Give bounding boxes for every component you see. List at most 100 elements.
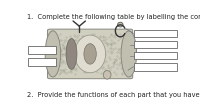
Point [66, 71, 69, 73]
Point [120, 42, 123, 44]
Point [79, 43, 82, 45]
Point [110, 44, 113, 46]
Point [74, 39, 78, 41]
Point [105, 42, 108, 44]
Point [93, 50, 96, 52]
Point [108, 67, 111, 69]
Point [75, 60, 78, 62]
Point [81, 53, 84, 55]
Point [122, 49, 126, 51]
Point [78, 54, 81, 56]
Point [95, 71, 98, 73]
Point [109, 39, 112, 41]
Point [81, 40, 84, 42]
Point [74, 39, 77, 41]
Point [104, 54, 107, 56]
Point [76, 34, 79, 36]
Point [103, 70, 106, 72]
Ellipse shape [121, 31, 137, 77]
Point [68, 35, 72, 37]
Point [93, 58, 96, 60]
Point [70, 68, 74, 70]
Point [71, 45, 74, 46]
Point [107, 44, 110, 45]
Point [107, 50, 110, 52]
Point [55, 54, 58, 56]
Point [59, 49, 62, 51]
Point [94, 65, 97, 67]
Point [110, 43, 113, 45]
Point [115, 58, 118, 60]
Point [101, 50, 104, 52]
Point [82, 70, 85, 72]
Point [84, 58, 87, 60]
Point [79, 45, 82, 47]
Point [116, 67, 119, 69]
Point [63, 68, 66, 70]
Point [59, 61, 62, 62]
Point [58, 39, 62, 40]
Point [85, 66, 88, 68]
Point [60, 58, 63, 60]
Point [120, 47, 123, 49]
Point [121, 45, 124, 47]
Point [90, 54, 93, 56]
Point [90, 65, 93, 67]
Point [109, 52, 113, 54]
Point [58, 34, 61, 35]
Point [112, 42, 115, 44]
Point [87, 53, 90, 55]
Point [60, 49, 63, 51]
FancyBboxPatch shape [47, 29, 133, 79]
FancyBboxPatch shape [134, 41, 177, 48]
Point [99, 64, 102, 66]
Point [102, 61, 105, 63]
Point [123, 55, 126, 57]
Point [55, 66, 58, 68]
Point [94, 36, 97, 38]
Point [82, 45, 86, 47]
Point [86, 68, 90, 70]
Point [84, 37, 87, 39]
Point [79, 59, 82, 61]
Point [115, 52, 118, 53]
Point [89, 50, 92, 51]
Point [93, 66, 96, 68]
Ellipse shape [118, 22, 123, 27]
Point [123, 68, 126, 70]
Point [63, 48, 66, 49]
Point [111, 48, 114, 49]
Point [103, 68, 106, 70]
Point [63, 42, 66, 43]
Point [120, 61, 123, 62]
Point [101, 36, 104, 38]
Point [95, 45, 98, 47]
Point [89, 36, 92, 38]
Point [125, 49, 128, 50]
Point [119, 61, 122, 63]
Point [94, 37, 98, 39]
Point [52, 52, 56, 54]
Point [100, 72, 103, 73]
Point [109, 72, 112, 73]
Point [58, 73, 61, 75]
Point [59, 71, 62, 73]
Ellipse shape [84, 44, 96, 64]
Point [79, 54, 82, 56]
Point [54, 60, 57, 61]
Point [90, 49, 93, 50]
Point [57, 48, 61, 50]
Point [64, 54, 67, 56]
Point [54, 49, 58, 51]
Point [64, 62, 67, 64]
Point [113, 58, 116, 60]
Point [79, 54, 82, 56]
Point [75, 49, 78, 51]
Point [96, 47, 99, 49]
Point [58, 69, 62, 71]
Point [61, 60, 64, 62]
Point [90, 50, 93, 51]
Point [116, 39, 120, 41]
Point [95, 39, 98, 41]
Point [108, 48, 112, 49]
